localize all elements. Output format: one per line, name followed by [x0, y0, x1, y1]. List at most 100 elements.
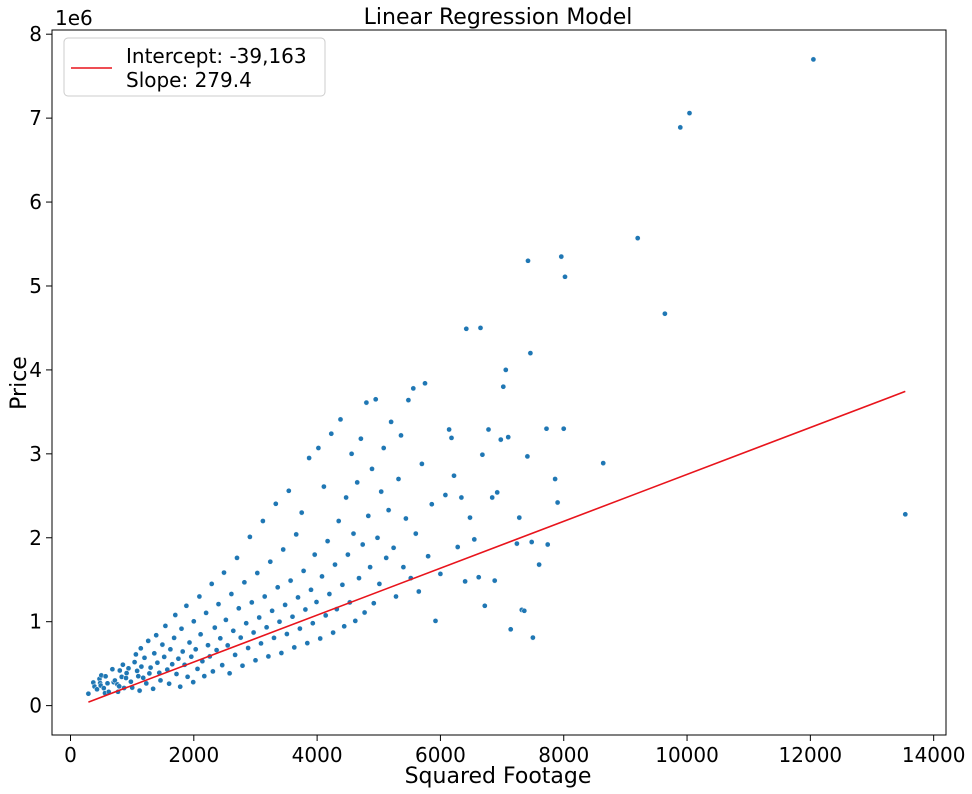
data-point [145, 638, 152, 644]
data-point [543, 425, 550, 432]
y-axis-label: Price [7, 356, 32, 410]
data-point [527, 350, 534, 356]
data-point [159, 641, 166, 648]
data-point [123, 675, 129, 681]
data-point [378, 488, 385, 495]
data-point [315, 445, 322, 451]
data-point [172, 612, 179, 618]
data-point [536, 561, 542, 568]
data-point [285, 487, 292, 494]
data-point [313, 599, 320, 605]
data-point [361, 609, 368, 616]
x-tick-label: 6000 [415, 743, 466, 767]
data-point [328, 430, 335, 437]
data-point [297, 625, 303, 632]
data-point [326, 591, 333, 597]
y-tick-label: 8 [29, 22, 42, 46]
data-point [177, 683, 184, 690]
data-point [471, 536, 478, 543]
data-point [154, 659, 161, 666]
data-point [263, 624, 270, 631]
data-point [521, 607, 528, 614]
data-point [686, 110, 693, 116]
data-point [500, 383, 507, 390]
data-point [241, 579, 248, 586]
data-point [321, 483, 327, 490]
data-point [211, 624, 218, 631]
data-point [175, 655, 182, 662]
data-point [363, 399, 370, 406]
data-point [485, 426, 492, 433]
data-point [412, 530, 419, 537]
data-point [432, 618, 439, 624]
data-point [475, 574, 482, 581]
data-point [365, 513, 372, 519]
data-point [295, 594, 301, 601]
plot-frame [51, 29, 947, 736]
data-point [403, 515, 409, 522]
scatter-points [85, 56, 909, 697]
data-point [258, 640, 264, 647]
legend-label-intercept: Intercept: -39,163 [126, 44, 307, 68]
data-point [405, 397, 412, 403]
data-point [348, 450, 355, 457]
data-point [345, 551, 351, 558]
data-point [289, 613, 296, 620]
data-point [544, 541, 551, 548]
data-point [354, 479, 361, 486]
data-point [271, 635, 277, 641]
y-tick-label: 3 [29, 442, 42, 466]
data-point [562, 273, 568, 280]
data-point [393, 593, 399, 600]
data-point [300, 568, 307, 574]
data-point [173, 671, 180, 677]
data-point [133, 651, 139, 658]
data-point [370, 600, 377, 607]
data-point [376, 581, 383, 587]
data-point [232, 652, 238, 658]
data-point [477, 325, 484, 331]
data-point [183, 602, 190, 609]
data-point [128, 678, 134, 685]
data-point [267, 558, 274, 565]
data-point [256, 614, 263, 621]
legend: Intercept: -39,163 Slope: 279.4 [63, 37, 326, 97]
data-point [278, 650, 285, 656]
x-tick-label: 8000 [538, 743, 589, 767]
data-point [85, 690, 92, 697]
data-point [481, 602, 488, 609]
data-point [677, 124, 684, 131]
data-point [190, 618, 197, 625]
data-point [367, 564, 373, 570]
data-point [252, 657, 259, 664]
data-point [276, 618, 283, 625]
data-point [525, 257, 531, 264]
data-point [171, 635, 177, 641]
legend-box [63, 37, 326, 97]
data-point [505, 434, 512, 440]
data-point [448, 435, 455, 441]
data-point [261, 593, 268, 600]
data-point [479, 451, 486, 458]
legend-label-slope: Slope: 279.4 [126, 68, 252, 92]
data-point [265, 653, 272, 660]
data-point [332, 561, 338, 568]
data-point [219, 662, 226, 668]
data-point [186, 639, 193, 646]
data-point [284, 631, 290, 637]
data-point [260, 518, 266, 524]
data-point [446, 426, 452, 433]
data-point [902, 511, 909, 518]
data-point [302, 606, 309, 613]
data-point [254, 570, 261, 576]
data-point [337, 416, 344, 423]
data-point [217, 635, 224, 642]
data-point [369, 466, 375, 472]
data-point [422, 380, 428, 387]
x-tick-label: 2000 [168, 743, 219, 767]
data-point [136, 687, 143, 694]
data-point [226, 670, 233, 677]
data-point [454, 544, 461, 550]
data-point [291, 644, 298, 651]
data-point [196, 593, 203, 600]
